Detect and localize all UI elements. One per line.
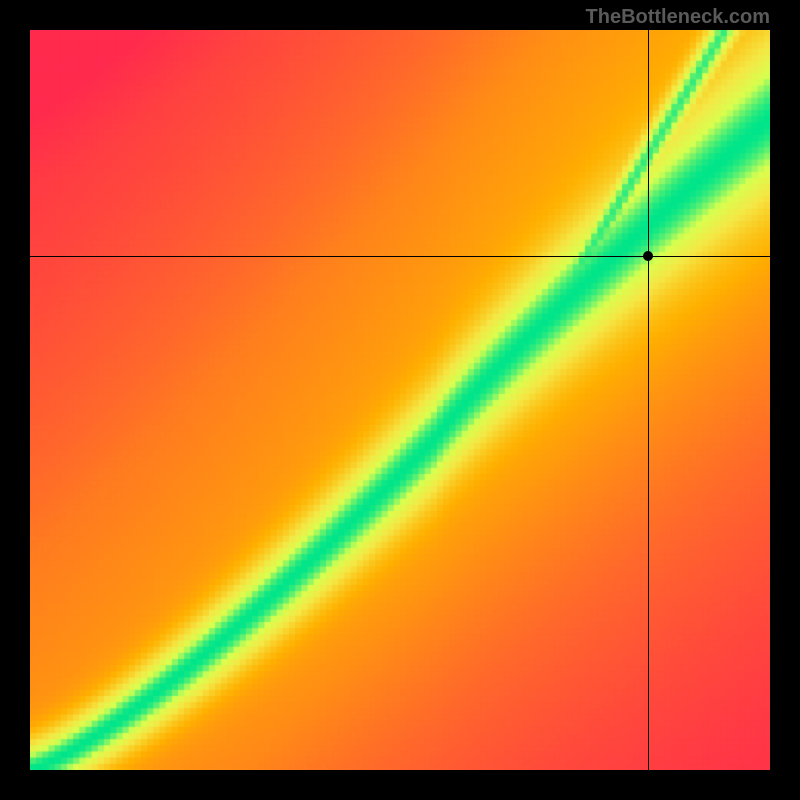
crosshair-vertical [648,30,649,770]
watermark: TheBottleneck.com [586,6,770,29]
crosshair-horizontal [30,256,770,257]
heatmap-canvas [30,30,770,770]
marker-dot [643,251,653,261]
heatmap-chart [30,30,770,770]
